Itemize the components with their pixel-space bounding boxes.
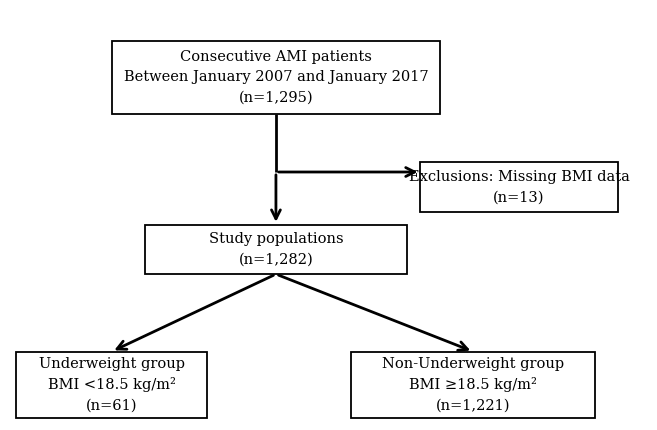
FancyBboxPatch shape [420, 163, 618, 212]
Text: (n=1,221): (n=1,221) [436, 399, 510, 412]
FancyBboxPatch shape [112, 41, 440, 114]
FancyBboxPatch shape [16, 352, 207, 418]
Text: BMI <18.5 kg/m²: BMI <18.5 kg/m² [48, 378, 175, 392]
Text: Study populations: Study populations [209, 232, 343, 246]
Text: (n=1,282): (n=1,282) [238, 253, 313, 267]
Text: (n=13): (n=13) [493, 190, 545, 204]
Text: (n=1,295): (n=1,295) [238, 91, 313, 105]
Text: Between January 2007 and January 2017: Between January 2007 and January 2017 [124, 71, 428, 84]
Text: Consecutive AMI patients: Consecutive AMI patients [180, 50, 372, 64]
Text: Exclusions: Missing BMI data: Exclusions: Missing BMI data [409, 170, 629, 184]
Text: Underweight group: Underweight group [39, 357, 185, 371]
FancyBboxPatch shape [145, 224, 407, 274]
FancyBboxPatch shape [351, 352, 595, 418]
Text: Non-Underweight group: Non-Underweight group [382, 357, 564, 371]
Text: (n=61): (n=61) [86, 399, 137, 412]
Text: BMI ≥18.5 kg/m²: BMI ≥18.5 kg/m² [409, 378, 537, 392]
